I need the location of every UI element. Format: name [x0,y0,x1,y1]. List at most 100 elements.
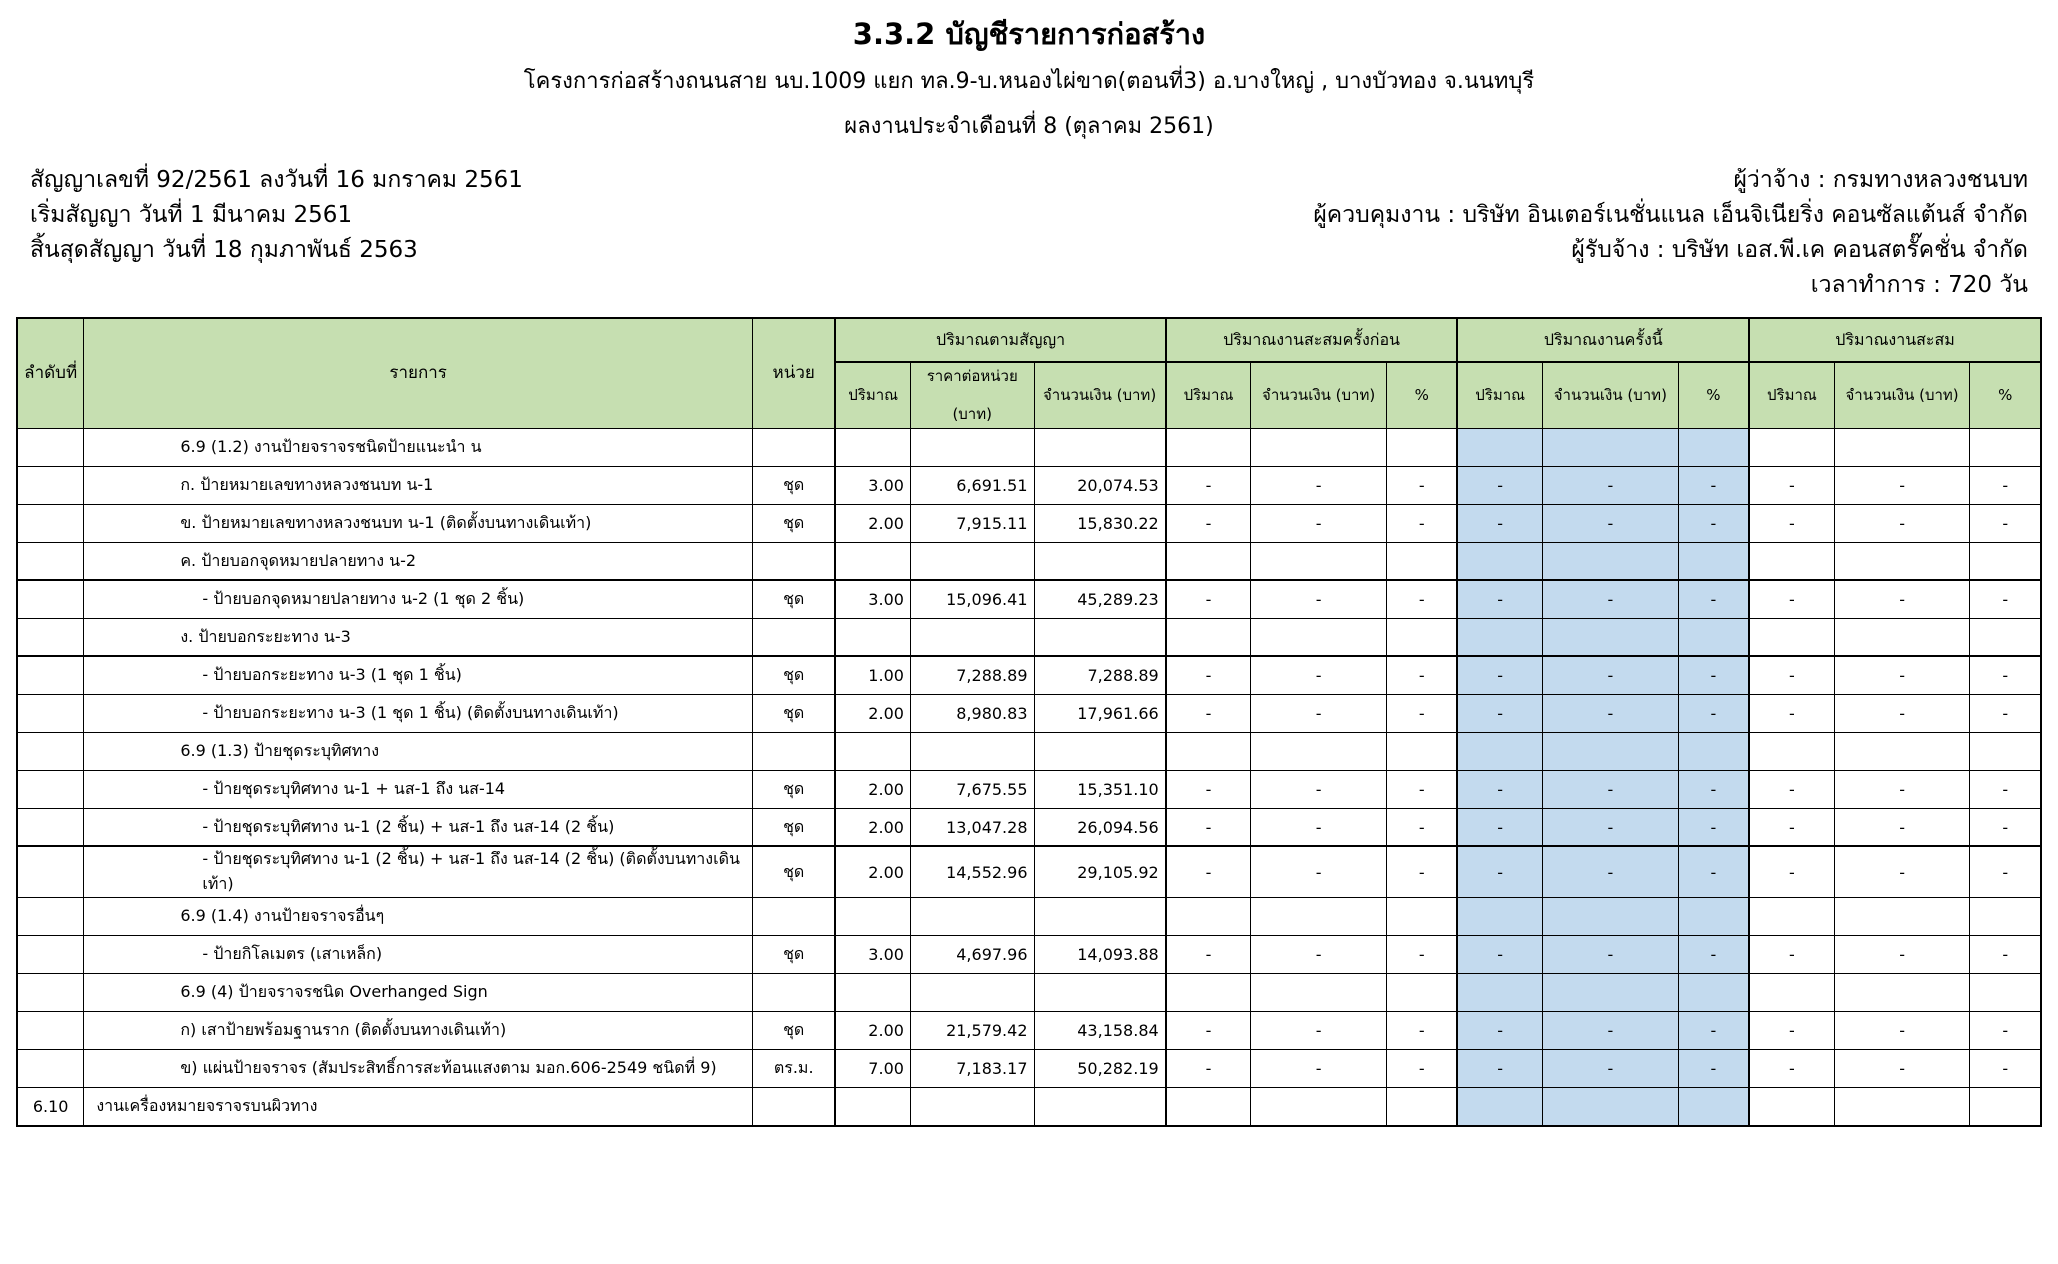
cell-prev-percent: - [1386,655,1459,695]
cell-prev-amount: - [1250,845,1387,899]
cell-seq [16,503,85,543]
subcol-prev-qty: ปริมาณ [1164,361,1252,429]
cell-prev-qty: - [1164,845,1252,899]
cell-current-amount: - [1541,935,1679,975]
cell-acc-percent: - [1969,579,2042,619]
cell-prev-qty: - [1164,1049,1252,1089]
cell-unit [751,897,837,937]
cell-acc-qty: - [1748,845,1835,899]
cell-acc-percent [1969,617,2042,657]
cell-current-amount: - [1541,465,1679,505]
cell-seq [16,465,85,505]
cell-current-qty: - [1456,935,1543,975]
cell-current-percent: - [1677,769,1751,809]
cell-seq [16,845,85,899]
subcol-contract-qty: ปริมาณ [834,361,911,429]
cell-prev-amount: - [1250,1011,1387,1051]
cell-contract-unit-price [909,897,1035,937]
subcol-unit-price-label: ราคาต่อหน่วย [926,367,1018,386]
cell-current-amount: - [1541,845,1679,899]
cell-seq [16,1049,85,1089]
supervisor-line: ผู้ควบคุมงาน : บริษัท อินเตอร์เนชั่นแนล … [1313,202,2028,229]
subcol-unit-price-currency: (บาท) [952,404,992,423]
cell-acc-qty: - [1748,807,1835,847]
cell-contract-qty [834,541,911,581]
boq-table-container: ลำดับที่ รายการ หน่วย ปริมาณตามสัญญา ปริ… [0,303,2058,1127]
cell-current-amount: - [1541,807,1679,847]
subcol-contract-amount: จำนวนเงิน (บาท) [1033,361,1167,429]
cell-acc-percent [1969,427,2042,467]
cell-current-percent: - [1677,465,1751,505]
cell-contract-qty [834,973,911,1013]
cell-current-amount [1541,731,1679,771]
cell-current-amount [1541,541,1679,581]
cell-acc-amount [1833,541,1971,581]
cell-current-percent [1677,973,1751,1013]
cell-prev-qty: - [1164,769,1252,809]
subcol-acc-qty: ปริมาณ [1748,361,1835,429]
cell-unit: ชุด [751,579,837,619]
employer-line: ผู้ว่าจ้าง : กรมทางหลวงชนบท [1733,167,2028,194]
cell-prev-qty: - [1164,579,1252,619]
cell-unit: ชุด [751,503,837,543]
cell-prev-percent [1386,731,1459,771]
cell-current-qty: - [1456,693,1543,733]
cell-contract-qty: 2.00 [834,693,911,733]
cell-contract-qty: 3.00 [834,935,911,975]
cell-description: - ป้ายบอกจุดหมายปลายทาง น-2 (1 ชุด 2 ชิ้… [83,579,753,619]
cell-description: - ป้ายบอกระยะทาง น-3 (1 ชุด 1 ชิ้น) (ติด… [83,693,753,733]
cell-current-amount: - [1541,503,1679,543]
cell-acc-amount: - [1833,579,1971,619]
cell-seq [16,617,85,657]
cell-unit [751,1087,837,1127]
cell-acc-qty: - [1748,693,1835,733]
cell-acc-percent: - [1969,769,2042,809]
cell-acc-amount [1833,731,1971,771]
group-header-previous-accumulated: ปริมาณงานสะสมครั้งก่อน [1164,317,1459,364]
cell-prev-amount [1250,731,1387,771]
cell-prev-percent [1386,427,1459,467]
cell-current-qty: - [1456,845,1543,899]
cell-prev-percent [1386,897,1459,937]
cell-prev-amount: - [1250,579,1387,619]
cell-current-qty: - [1456,579,1543,619]
cell-contract-unit-price: 7,915.11 [909,503,1035,543]
cell-current-percent: - [1677,1049,1751,1089]
cell-prev-amount: - [1250,655,1387,695]
cell-acc-amount [1833,973,1971,1013]
cell-contract-unit-price [909,617,1035,657]
cell-contract-amount [1033,973,1167,1013]
subcol-acc-amount: จำนวนเงิน (บาท) [1833,361,1971,429]
cell-current-qty: - [1456,769,1543,809]
boq-table-body: 6.9 (1.2) งานป้ายจราจรชนิดป้ายแนะนำ นก. … [16,427,2042,1127]
cell-current-percent [1677,1087,1751,1127]
cell-acc-amount: - [1833,503,1971,543]
cell-prev-qty [1164,897,1252,937]
cell-seq [16,1011,85,1051]
cell-acc-percent [1969,731,2042,771]
cell-description: ก) เสาป้ายพร้อมฐานราก (ติดตั้งบนทางเดินเ… [83,1011,753,1051]
cell-description: ง. ป้ายบอกระยะทาง น-3 [83,617,753,657]
cell-acc-amount [1833,617,1971,657]
cell-current-percent: - [1677,655,1751,695]
group-header-accumulated: ปริมาณงานสะสม [1748,317,2042,364]
table-row: 6.9 (4) ป้ายจราจรชนิด Overhanged Sign [16,973,2042,1013]
cell-unit: ชุด [751,807,837,847]
cell-contract-qty: 2.00 [834,845,911,899]
cell-prev-amount: - [1250,807,1387,847]
cell-unit [751,617,837,657]
cell-prev-amount: - [1250,1049,1387,1089]
cell-current-percent: - [1677,845,1751,899]
cell-current-qty: - [1456,1011,1543,1051]
cell-prev-percent: - [1386,503,1459,543]
cell-contract-amount [1033,731,1167,771]
table-row: ง. ป้ายบอกระยะทาง น-3 [16,617,2042,657]
contract-end-line: สิ้นสุดสัญญา วันที่ 18 กุมภาพันธ์ 2563 [30,237,418,264]
cell-contract-amount: 15,351.10 [1033,769,1167,809]
cell-contract-amount [1033,541,1167,581]
subcol-current-percent: % [1677,361,1751,429]
contract-info-right: ผู้ว่าจ้าง : กรมทางหลวงชนบท ผู้ควบคุมงาน… [1313,163,2028,303]
cell-seq [16,731,85,771]
cell-acc-percent: - [1969,465,2042,505]
cell-current-percent: - [1677,579,1751,619]
